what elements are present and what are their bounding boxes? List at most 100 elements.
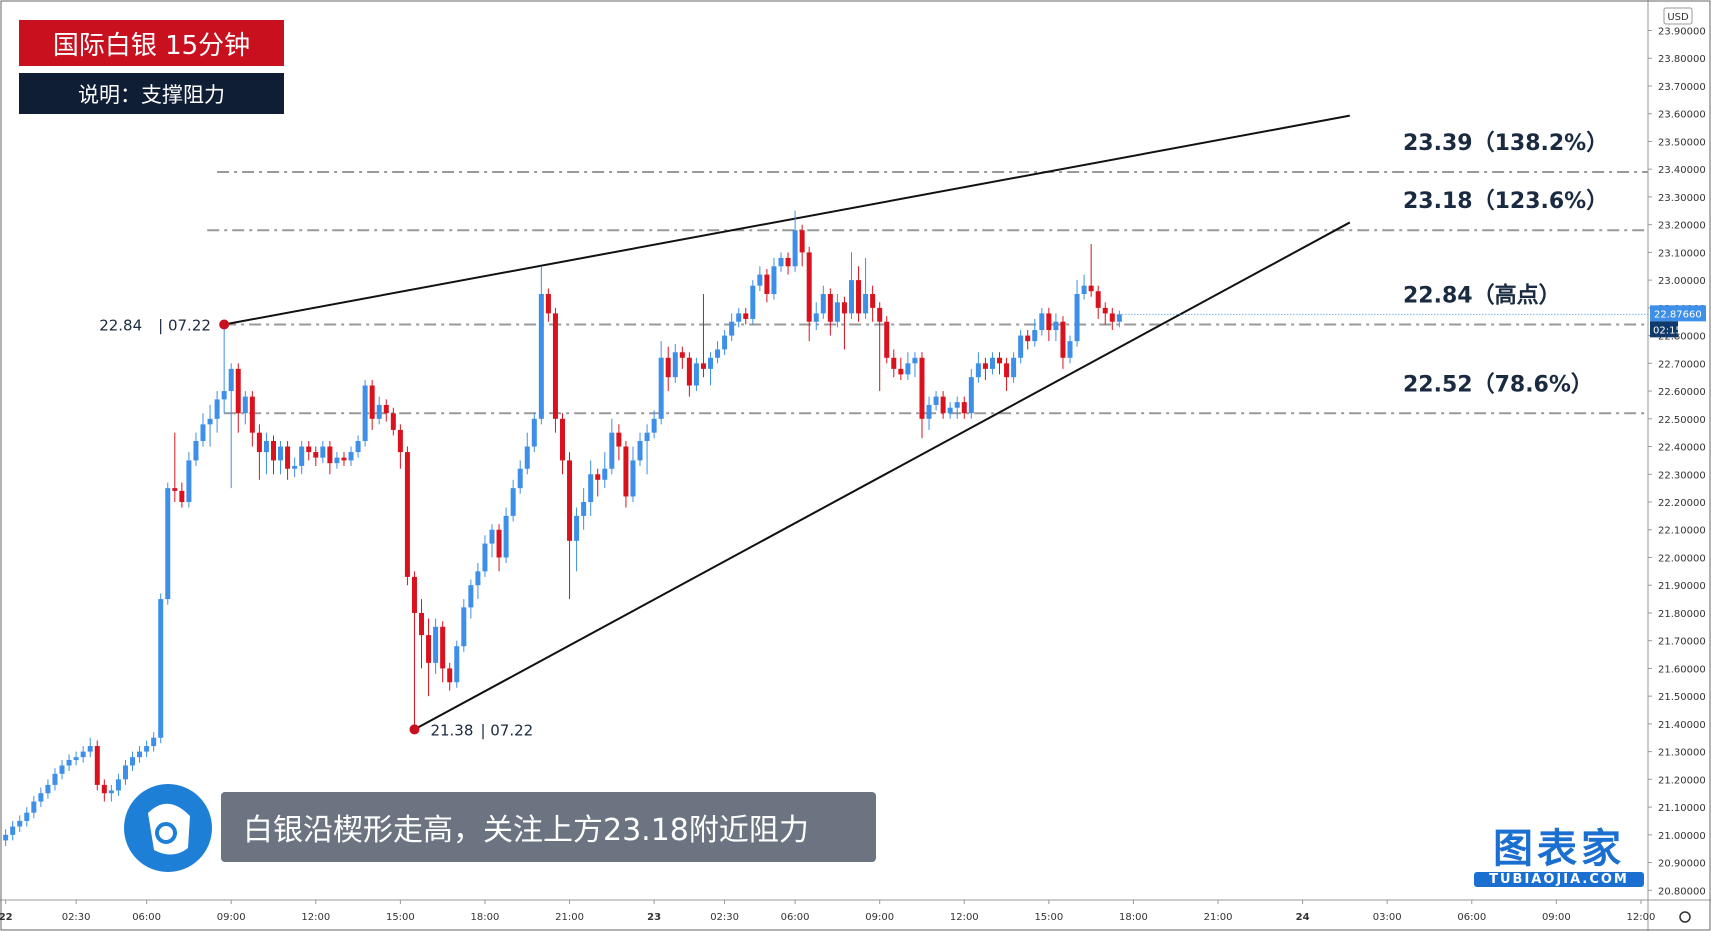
point-date: | 07.22 <box>158 316 211 334</box>
x-tick-label: 09:00 <box>1542 912 1571 923</box>
candle-body <box>545 293 551 314</box>
candle-body <box>559 418 565 461</box>
candle-body <box>750 285 756 319</box>
candle-body <box>468 585 474 608</box>
y-tick-label: 23.10000 <box>1658 248 1706 259</box>
last-price-box <box>1650 305 1706 322</box>
candle-body <box>1011 357 1017 378</box>
candle-body <box>644 432 650 441</box>
candle-body <box>792 230 798 267</box>
candle-body <box>700 363 706 369</box>
trendline <box>413 221 1351 731</box>
candle-body <box>440 626 446 669</box>
avatar-icon <box>124 784 212 872</box>
y-tick-label: 23.00000 <box>1658 276 1706 287</box>
x-tick-label: 18:00 <box>471 912 500 923</box>
candle-body <box>1067 341 1073 358</box>
y-tick-label: 23.70000 <box>1658 82 1706 93</box>
candle-body <box>517 468 523 489</box>
candle-body <box>595 474 601 480</box>
y-tick-label: 20.90000 <box>1658 859 1706 870</box>
y-tick-label: 21.20000 <box>1658 775 1706 786</box>
currency-box <box>1663 7 1693 25</box>
candle-body <box>1032 330 1038 342</box>
candle-body <box>954 402 960 408</box>
y-tick-label: 23.90000 <box>1658 27 1706 38</box>
candle-body <box>877 307 883 322</box>
candle-body <box>228 368 234 392</box>
x-tick-label: 09:00 <box>865 912 894 923</box>
candle-body <box>256 432 262 453</box>
candle-body <box>870 293 876 308</box>
y-tick-label: 21.80000 <box>1658 609 1706 620</box>
candle-body <box>348 452 354 461</box>
x-tick-label: 12:00 <box>1627 912 1656 923</box>
candle-body <box>115 779 121 791</box>
candle-body <box>982 363 988 369</box>
subtitle: 说明：支撑阻力 <box>19 73 284 114</box>
candle-body <box>66 759 72 766</box>
candle-body <box>743 313 749 319</box>
candle-body <box>158 599 164 738</box>
candle-body <box>806 252 812 322</box>
x-tick-label: 15:00 <box>386 912 415 923</box>
candle-body <box>602 468 608 480</box>
trendline <box>223 114 1351 326</box>
candle-body <box>172 488 178 491</box>
x-tick-label: 12:00 <box>301 912 330 923</box>
candle-body <box>87 746 93 752</box>
candle-body <box>975 363 981 378</box>
y-tick-label: 21.40000 <box>1658 720 1706 731</box>
y-tick-label: 21.60000 <box>1658 664 1706 675</box>
candle-body <box>278 446 284 461</box>
candle-body <box>658 357 664 419</box>
candle-body <box>510 488 516 516</box>
candle-body <box>263 440 269 453</box>
candle-body <box>968 377 974 414</box>
candle-body <box>736 313 742 322</box>
y-tick-label: 23.20000 <box>1658 221 1706 232</box>
y-tick-label: 23.40000 <box>1658 165 1706 176</box>
candle-body <box>313 452 319 458</box>
candle-body <box>419 612 425 636</box>
candle-body <box>1095 291 1101 308</box>
x-tick-label: 12:00 <box>950 912 979 923</box>
candle-body <box>567 460 573 541</box>
y-tick-label: 21.50000 <box>1658 692 1706 703</box>
candle-body <box>270 440 276 461</box>
pivot-point <box>409 724 420 735</box>
y-tick-label: 22.20000 <box>1658 498 1706 509</box>
candle-body <box>785 257 791 267</box>
candle-body <box>693 363 699 386</box>
candle-body <box>1018 335 1024 358</box>
candle-body <box>722 335 728 350</box>
candle-body <box>482 543 488 572</box>
y-tick-label: 22.00000 <box>1658 553 1706 564</box>
x-tick-label: 22 <box>0 912 13 923</box>
candle-body <box>665 357 671 378</box>
last-price-label: 22.87660 <box>1654 309 1702 320</box>
y-tick-label: 22.70000 <box>1658 359 1706 370</box>
candle-body <box>581 502 587 516</box>
countdown-label: 02:15 <box>1653 325 1682 336</box>
candle-body <box>940 396 946 414</box>
level-label: 22.84（高点） <box>1403 282 1561 308</box>
candle-body <box>31 801 37 813</box>
candle-body <box>947 407 953 414</box>
x-tick-label: 09:00 <box>217 912 246 923</box>
candle-body <box>616 432 622 447</box>
candle-body <box>1081 285 1087 294</box>
candle-body <box>447 668 453 683</box>
candle-body <box>1088 285 1094 292</box>
y-tick-label: 23.60000 <box>1658 110 1706 121</box>
candle-body <box>249 396 255 433</box>
candle-body <box>757 274 763 286</box>
candle-body <box>912 357 918 364</box>
candle-body <box>306 446 312 453</box>
level-label: 22.52（78.6%） <box>1403 372 1593 397</box>
candle-body <box>475 571 481 586</box>
candle-body <box>10 826 16 835</box>
candle-body <box>1025 335 1031 342</box>
candle-body <box>827 293 833 322</box>
y-tick-label: 22.10000 <box>1658 526 1706 537</box>
